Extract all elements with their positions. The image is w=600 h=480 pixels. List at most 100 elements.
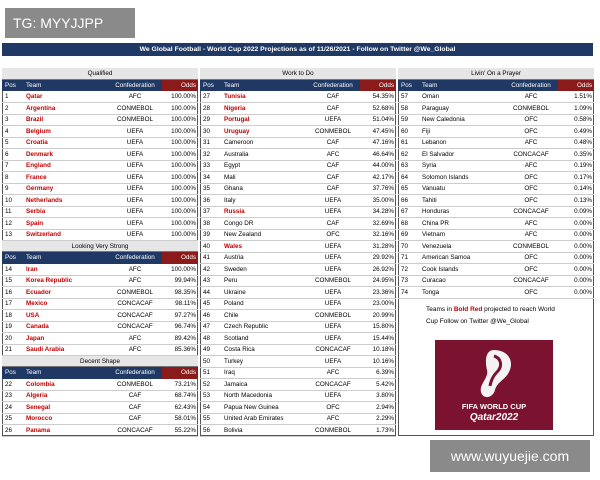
row-line (200, 366, 396, 368)
row-line (2, 171, 198, 173)
pos: 35 (203, 185, 211, 193)
row-line (398, 102, 594, 104)
team: Netherlands (26, 196, 63, 204)
odds: 6.39% (376, 369, 394, 377)
confederation: AFC (128, 346, 142, 354)
confederation: CONMEBOL (116, 104, 154, 112)
team: Nigeria (224, 104, 246, 112)
confederation: OFC (326, 231, 340, 239)
row-line (200, 217, 396, 219)
team: Sweden (224, 265, 247, 273)
team: Lebanon (422, 139, 447, 147)
row-line (200, 263, 396, 265)
pos: 8 (5, 173, 9, 181)
confederation: OFC (524, 185, 538, 193)
pos: 2 (5, 104, 9, 112)
odds: 32.16% (372, 231, 394, 239)
row-line (2, 435, 198, 437)
odds: 100.00% (171, 173, 196, 181)
odds: 0.13% (574, 196, 592, 204)
row-line (2, 320, 198, 322)
odds: 58.01% (174, 415, 196, 423)
row-line (2, 389, 198, 391)
odds: 26.92% (372, 265, 394, 273)
row-line (398, 217, 594, 219)
team: Japan (26, 334, 45, 342)
confederation: UEFA (126, 231, 144, 239)
row-line (398, 228, 594, 230)
team: Congo DR (224, 219, 254, 227)
odds: 32.69% (372, 219, 394, 227)
column-header: Pos (5, 254, 16, 262)
section-title: Livin' On a Prayer (398, 68, 594, 80)
team: Saudi Arabia (26, 346, 65, 354)
team: New Zealand (224, 231, 262, 239)
confederation: UEFA (324, 357, 342, 365)
team: Oman (422, 93, 440, 101)
row-line (2, 309, 198, 311)
note-suffix: projected to reach World Cup Follow on T… (426, 306, 555, 325)
pos: 54 (203, 403, 211, 411)
confederation: OFC (326, 403, 340, 411)
confederation: CONCACAF (117, 311, 153, 319)
confederation: UEFA (324, 323, 342, 331)
odds: 0.00% (574, 231, 592, 239)
pos: 67 (401, 208, 409, 216)
odds-header-bg (558, 79, 594, 92)
odds: 29.92% (372, 254, 394, 262)
odds: 89.42% (174, 334, 196, 342)
column-header: Team (26, 369, 42, 377)
team: Morocco (26, 415, 53, 423)
row-line (2, 113, 198, 115)
team: Curacao (422, 277, 446, 285)
row-line (200, 355, 396, 357)
team: Algeria (26, 392, 48, 400)
pos: 58 (401, 104, 409, 112)
odds: 100.00% (171, 196, 196, 204)
confederation: CAF (128, 415, 142, 423)
pos: 66 (401, 196, 409, 204)
pos: 60 (401, 127, 409, 135)
odds: 2.94% (376, 403, 394, 411)
odds: 1.09% (574, 104, 592, 112)
team: Turkey (224, 357, 244, 365)
team: Russia (224, 208, 245, 216)
odds: 5.42% (376, 380, 394, 388)
confederation: CAF (128, 403, 142, 411)
confederation: CONCACAF (117, 323, 153, 331)
pos: 42 (203, 265, 211, 273)
note: Teams in Bold Red projected to reach Wor… (402, 300, 590, 338)
odds: 96.74% (174, 323, 196, 331)
odds: 0.00% (574, 242, 592, 250)
team: Bolivia (224, 426, 243, 434)
row-line (200, 412, 396, 414)
confederation: UEFA (324, 254, 342, 262)
pos: 70 (401, 242, 409, 250)
row-line (200, 297, 396, 299)
row-line (200, 389, 396, 391)
team: Iran (26, 265, 38, 273)
team: Ukraine (224, 288, 246, 296)
row-line (200, 205, 396, 207)
confederation: CONCACAF (513, 208, 549, 216)
odds: 0.09% (574, 208, 592, 216)
column-header: Odds (378, 81, 394, 89)
pos: 55 (203, 415, 211, 423)
confederation: AFC (128, 334, 142, 342)
odds: 73.21% (174, 380, 196, 388)
confederation: AFC (128, 277, 142, 285)
confederation: CONMEBOL (116, 116, 154, 124)
team: El Salvador (422, 150, 455, 158)
team: Tonga (422, 288, 440, 296)
team: Ghana (224, 185, 243, 193)
column-header: Odds (180, 81, 196, 89)
odds: 0.49% (574, 127, 592, 135)
column-header: Confederation (115, 81, 155, 89)
pos: 48 (203, 334, 211, 342)
odds: 62.43% (174, 403, 196, 411)
odds: 100.00% (171, 93, 196, 101)
row-line (398, 274, 594, 276)
column-header: Confederation (115, 254, 155, 262)
confederation: OFC (524, 116, 538, 124)
odds-header-bg (162, 367, 198, 379)
